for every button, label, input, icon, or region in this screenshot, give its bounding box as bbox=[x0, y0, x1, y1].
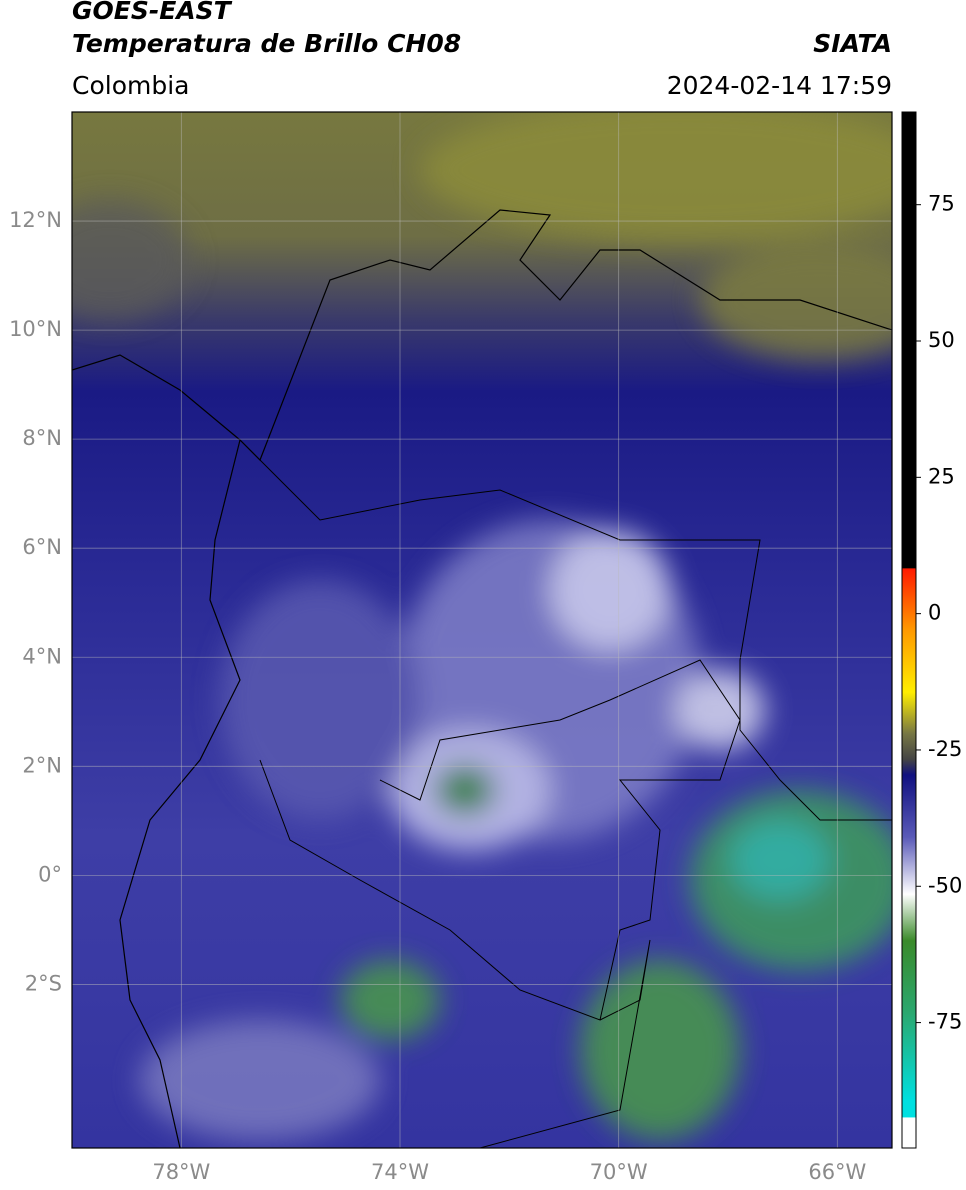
lat-tick-label: 0° bbox=[38, 862, 62, 886]
lat-tick-label: 2°N bbox=[22, 753, 62, 777]
lat-tick-label: 4°N bbox=[22, 644, 62, 668]
colorbar-tick-label: 50 bbox=[928, 328, 955, 352]
satellite-title: GOES-EAST bbox=[72, 0, 233, 25]
timestamp: 2024-02-14 17:59 bbox=[667, 71, 892, 100]
lat-tick-label: 2°S bbox=[25, 971, 62, 995]
region-label: Colombia bbox=[72, 71, 189, 100]
lon-tick-label: 78°W bbox=[152, 1160, 210, 1184]
colorbar-tick-label: 25 bbox=[928, 464, 955, 488]
product-title: Temperatura de Brillo CH08 bbox=[72, 29, 461, 58]
colorbar-tick-label: -75 bbox=[928, 1010, 962, 1034]
lat-tick-label: 8°N bbox=[22, 426, 62, 450]
satellite-image bbox=[72, 112, 892, 1148]
colorbar bbox=[901, 111, 917, 1149]
lon-tick-label: 74°W bbox=[371, 1160, 429, 1184]
map-frame bbox=[71, 111, 893, 1149]
colorbar-tick-label: 0 bbox=[928, 601, 941, 625]
lat-tick-label: 12°N bbox=[9, 208, 62, 232]
colorbar-tick-label: -50 bbox=[928, 873, 962, 897]
lat-tick-label: 10°N bbox=[9, 317, 62, 341]
graticule bbox=[72, 112, 892, 1148]
source-label: SIATA bbox=[813, 29, 892, 58]
lon-tick-label: 66°W bbox=[808, 1160, 866, 1184]
colorbar-tick-label: 75 bbox=[928, 192, 955, 216]
colorbar-tick-label: -25 bbox=[928, 737, 962, 761]
lat-tick-label: 6°N bbox=[22, 535, 62, 559]
lon-tick-label: 70°W bbox=[590, 1160, 648, 1184]
